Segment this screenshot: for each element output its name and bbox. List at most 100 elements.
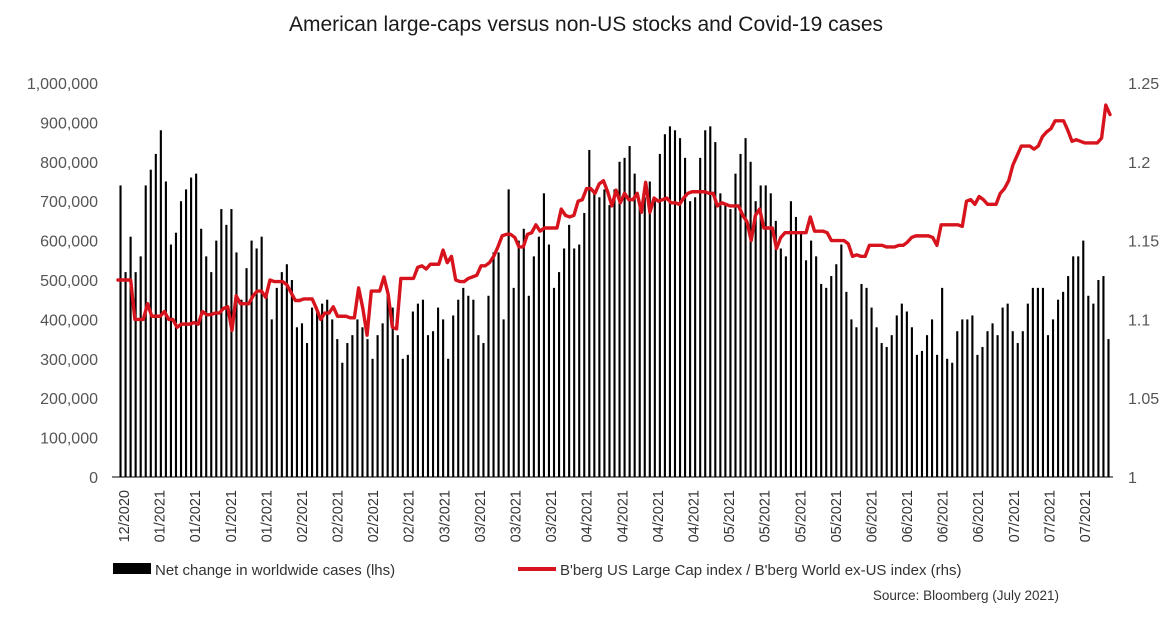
case-bar bbox=[341, 362, 344, 477]
x-tick-label: 07/2021 bbox=[1007, 490, 1023, 542]
case-bar bbox=[230, 209, 233, 477]
case-bar bbox=[280, 272, 283, 477]
case-bar bbox=[184, 189, 188, 477]
case-bar bbox=[709, 126, 712, 477]
case-bar bbox=[311, 307, 314, 477]
case-bar bbox=[295, 327, 298, 477]
ratio-line-series bbox=[116, 103, 1112, 337]
case-bar bbox=[986, 331, 989, 477]
case-bar bbox=[588, 149, 591, 478]
case-bar bbox=[139, 256, 142, 477]
x-tick-label: 05/2021 bbox=[793, 490, 809, 542]
case-bar bbox=[336, 339, 339, 477]
case-bar bbox=[563, 248, 566, 477]
case-bar bbox=[648, 181, 651, 477]
case-bar bbox=[210, 272, 213, 477]
y-left-tick-label: 200,000 bbox=[40, 391, 98, 408]
case-bar bbox=[810, 240, 813, 477]
case-bar bbox=[633, 173, 636, 477]
case-bar bbox=[129, 236, 132, 477]
case-bar bbox=[820, 283, 823, 477]
case-bar bbox=[527, 295, 530, 477]
y-right-tick-label: 1 bbox=[1128, 470, 1137, 487]
legend-line-label: B'berg US Large Cap index / B'berg World… bbox=[560, 562, 961, 579]
case-bar bbox=[734, 173, 737, 477]
case-bar bbox=[205, 256, 208, 477]
legend-bars-label: Net change in worldwide cases (lhs) bbox=[155, 562, 395, 579]
case-bar bbox=[613, 189, 616, 477]
case-bar bbox=[265, 295, 268, 477]
case-bar bbox=[593, 193, 596, 477]
y-left-tick-label: 900,000 bbox=[40, 115, 98, 132]
x-axis: 12/2020 01/2021 01/2021 01/2021 01/2021 02/20… bbox=[117, 490, 1094, 542]
case-bar bbox=[507, 189, 510, 477]
case-bar bbox=[946, 358, 949, 477]
case-bar bbox=[447, 358, 450, 477]
case-bar bbox=[1087, 295, 1090, 477]
case-bar bbox=[668, 126, 672, 477]
case-bar bbox=[915, 354, 918, 477]
case-bar bbox=[729, 209, 732, 477]
case-bar bbox=[573, 248, 576, 477]
case-bar bbox=[245, 268, 248, 477]
case-bar bbox=[356, 319, 359, 477]
case-bar bbox=[416, 303, 419, 477]
case-bar bbox=[321, 303, 324, 477]
case-bar bbox=[437, 307, 440, 477]
case-bar bbox=[517, 240, 520, 477]
case-bar bbox=[190, 177, 193, 477]
case-bar bbox=[885, 346, 888, 477]
x-tick-label: 04/2021 bbox=[615, 490, 631, 542]
case-bar bbox=[870, 307, 873, 477]
case-bar bbox=[442, 319, 445, 477]
case-bar bbox=[411, 311, 414, 477]
case-bar bbox=[618, 161, 621, 478]
case-bar bbox=[1057, 299, 1060, 477]
case-bar bbox=[850, 319, 853, 477]
case-bar bbox=[678, 138, 682, 477]
case-bar bbox=[643, 197, 646, 477]
x-tick-label: 01/2021 bbox=[259, 490, 275, 542]
case-bar bbox=[487, 295, 490, 477]
case-bar bbox=[1026, 303, 1029, 477]
case-bar bbox=[366, 339, 369, 477]
case-bar bbox=[346, 343, 349, 477]
case-bar bbox=[376, 335, 379, 477]
case-bar bbox=[532, 256, 535, 477]
case-bar bbox=[250, 240, 253, 477]
case-bar bbox=[164, 181, 167, 477]
case-bar bbox=[1006, 303, 1009, 477]
case-bar bbox=[704, 130, 707, 477]
case-bar bbox=[799, 232, 803, 477]
case-bar bbox=[684, 157, 687, 478]
y-left-tick-label: 300,000 bbox=[40, 352, 98, 369]
case-bar bbox=[976, 354, 979, 477]
case-bar bbox=[789, 201, 792, 477]
case-bar bbox=[316, 311, 319, 477]
case-bar bbox=[144, 185, 147, 477]
x-tick-label: 02/2021 bbox=[295, 490, 311, 542]
case-bar bbox=[1046, 335, 1050, 477]
case-bar bbox=[764, 185, 767, 477]
case-bar bbox=[1051, 319, 1055, 477]
case-bar bbox=[628, 146, 631, 478]
case-bar bbox=[537, 236, 540, 477]
case-bar bbox=[815, 256, 818, 477]
case-bar bbox=[956, 331, 959, 477]
case-bar bbox=[1097, 280, 1100, 477]
case-bar bbox=[467, 295, 470, 477]
case-bar bbox=[835, 264, 838, 477]
x-tick-label: 01/2021 bbox=[224, 490, 240, 542]
case-bar bbox=[996, 335, 999, 477]
x-tick-label: 02/2021 bbox=[331, 490, 347, 542]
case-bar bbox=[1082, 240, 1085, 477]
case-bar bbox=[290, 280, 293, 477]
case-bar bbox=[1001, 307, 1004, 477]
case-bar bbox=[557, 272, 561, 477]
case-bar bbox=[840, 244, 843, 477]
y-left-tick-label: 100,000 bbox=[40, 431, 98, 448]
case-bar bbox=[401, 358, 404, 477]
case-bar bbox=[426, 335, 430, 477]
case-bar bbox=[547, 244, 551, 477]
